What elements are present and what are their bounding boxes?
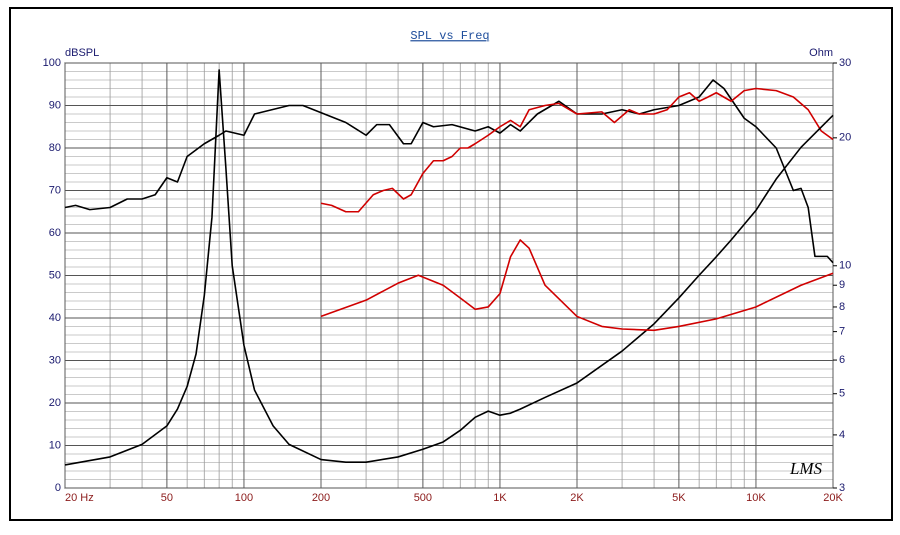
y2-tick-label: 20 [839,132,851,144]
chart-title: SPL vs Freq [410,29,489,43]
y-tick-label: 90 [49,99,61,111]
y2-tick-label: 7 [839,326,845,338]
x-tick-label: 2K [570,492,584,504]
y-tick-label: 50 [49,269,61,281]
y-tick-label: 70 [49,184,61,196]
y-tick-label: 100 [43,57,61,69]
series-line [64,79,834,264]
x-tick-label: 200 [312,492,330,504]
y-tick-label: 30 [49,354,61,366]
x-tick-label: 100 [235,492,253,504]
y-tick-label: 0 [55,482,61,494]
series-line [320,87,834,213]
annotation: LMS [789,459,823,478]
y2-tick-label: 9 [839,279,845,291]
x-tick-label: 20 Hz [65,492,94,504]
y-tick-label: 20 [49,397,61,409]
y2-tick-label: 4 [839,429,845,441]
y2-tick-label: 10 [839,260,851,272]
y-tick-label: 60 [49,227,61,239]
y2-tick-label: 6 [839,354,845,366]
x-tick-label: 5K [672,492,686,504]
x-tick-label: 20K [823,492,843,504]
x-tick-label: 10K [746,492,766,504]
y-tick-label: 80 [49,142,61,154]
x-tick-label: 1K [493,492,507,504]
y-axis-label: dBSPL [65,47,99,59]
y-tick-label: 10 [49,439,61,451]
x-tick-label: 50 [161,492,173,504]
y2-tick-label: 30 [839,57,851,69]
series-line [64,69,834,466]
y2-axis-label: Ohm [809,47,833,59]
series-line [320,239,834,332]
x-tick-label: 500 [414,492,432,504]
y2-tick-label: 5 [839,388,845,400]
y2-tick-label: 8 [839,301,845,313]
y-tick-label: 40 [49,312,61,324]
y2-tick-label: 3 [839,482,845,494]
